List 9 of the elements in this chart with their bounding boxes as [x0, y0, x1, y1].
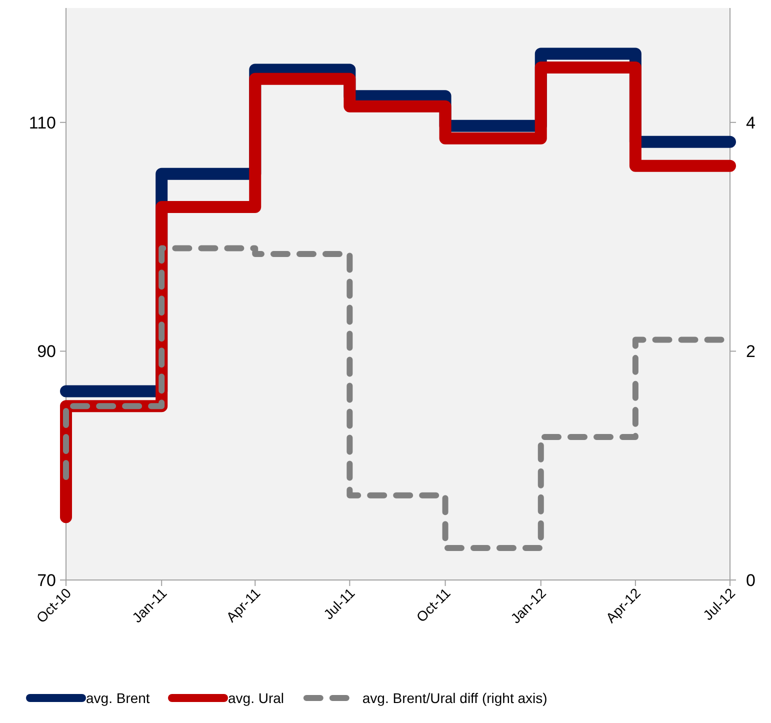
y-tick-label: 110: [28, 113, 56, 132]
legend-label: avg. Brent: [86, 690, 150, 706]
legend-label: avg. Brent/Ural diff (right axis): [362, 690, 548, 706]
legend-label: avg. Ural: [228, 690, 284, 706]
y2-tick-label: 0: [746, 571, 756, 590]
y-tick-label: 70: [37, 571, 56, 590]
y2-tick-label: 2: [746, 342, 756, 362]
y2-tick-label: 4: [746, 113, 756, 132]
y-tick-label: 90: [37, 342, 56, 362]
